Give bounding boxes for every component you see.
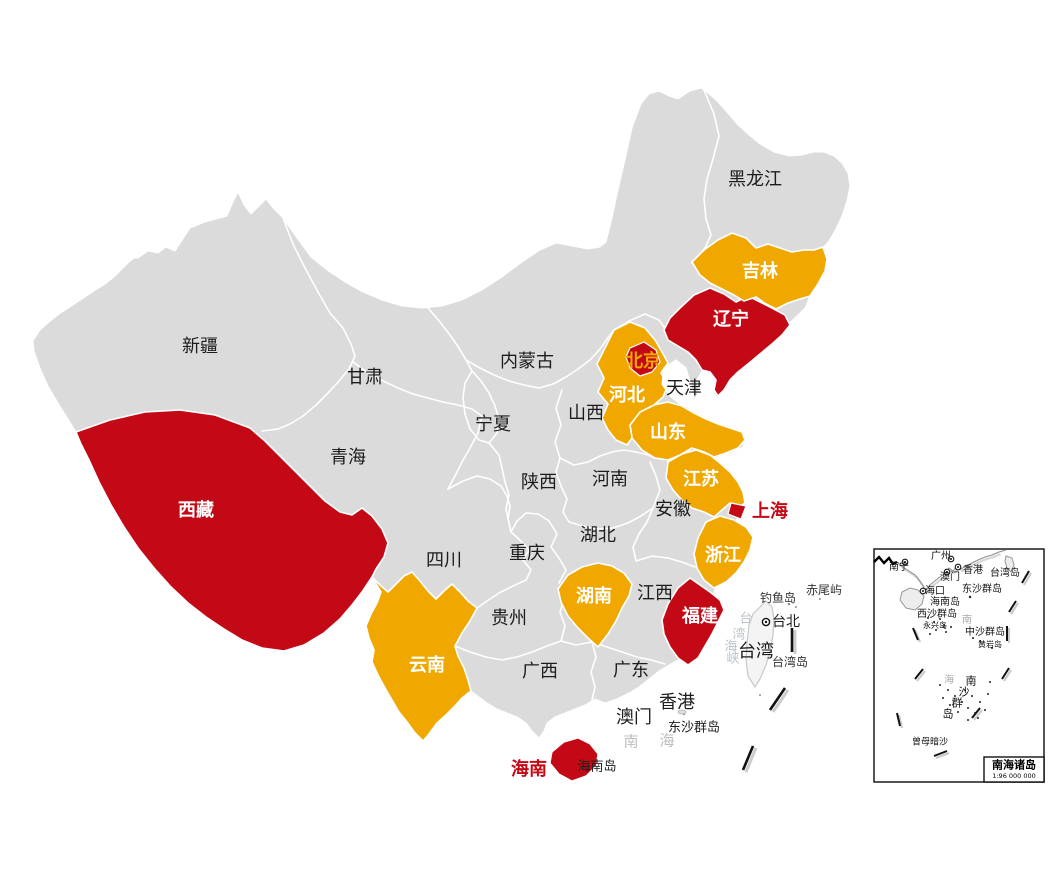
inset-label-yongxingdao: 永兴岛 bbox=[923, 621, 947, 630]
inset-label-zengmuansha: 曾母暗沙 bbox=[911, 737, 949, 748]
label-zhejiang: 浙江 bbox=[705, 545, 741, 566]
label-tianjin: 天津 bbox=[666, 378, 702, 399]
label-qinghai: 青海 bbox=[330, 447, 366, 468]
province-beijing-region[interactable] bbox=[625, 341, 661, 377]
province-liaoning-region[interactable] bbox=[663, 287, 791, 397]
label-heilongjiang: 黑龙江 bbox=[728, 169, 782, 190]
label-beijing: 北京 bbox=[625, 351, 661, 372]
inset-scale: 1:96 000 000 bbox=[992, 771, 1036, 780]
label-dongshaqundao: 东沙群岛 bbox=[667, 720, 721, 736]
label-xianggang: 香港 bbox=[659, 692, 695, 713]
label-xinjiang: 新疆 bbox=[182, 336, 218, 357]
inset-label-dongshaqundao: 东沙群岛 bbox=[962, 584, 1002, 595]
label-taiwan: 台湾 bbox=[738, 641, 774, 662]
taipei-city-marker bbox=[761, 617, 771, 627]
label-jiangsu: 江苏 bbox=[683, 469, 719, 490]
inset-label-nanning: 南宁 bbox=[889, 562, 909, 573]
inset-border-line bbox=[873, 555, 898, 566]
inset-label-guangzhou: 广州 bbox=[931, 551, 951, 562]
label-anhui: 安徽 bbox=[655, 499, 691, 520]
label-gansu: 甘肃 bbox=[347, 367, 383, 388]
province-shandong-region[interactable] bbox=[629, 401, 746, 461]
label-xizang: 西藏 bbox=[178, 500, 214, 521]
south-china-sea-inset bbox=[873, 548, 1045, 783]
inset-island-dots bbox=[927, 595, 993, 721]
label-henan: 河南 bbox=[592, 469, 628, 490]
label-taiwandao: 台湾岛 bbox=[771, 655, 809, 669]
label-strait-char-2: 湾 bbox=[732, 627, 746, 643]
label-jiangxi: 江西 bbox=[637, 583, 673, 604]
label-hubei: 湖北 bbox=[580, 525, 616, 546]
inset-title: 南海诸岛 bbox=[992, 758, 1036, 772]
inset-taiwan-shape bbox=[1004, 555, 1015, 573]
province-zhejiang-region[interactable] bbox=[693, 515, 754, 589]
province-borders bbox=[261, 89, 720, 701]
label-strait-char-1: 台 bbox=[739, 611, 753, 627]
label-yunnan: 云南 bbox=[409, 655, 445, 676]
label-chiweiyu: 赤尾屿 bbox=[805, 583, 843, 597]
inset-label-sea-nan: 南 bbox=[962, 615, 972, 626]
small-islands bbox=[677, 598, 821, 716]
province-shanghai-region[interactable] bbox=[727, 502, 747, 520]
inset-label-nansha-char-3: 群 bbox=[951, 696, 963, 710]
label-strait-char-4: 峡 bbox=[726, 651, 740, 667]
inset-city-markers bbox=[901, 555, 962, 595]
inset-label-nansha-char-2: 沙 bbox=[958, 685, 970, 699]
label-guangdong: 广东 bbox=[613, 660, 649, 681]
label-jilin: 吉林 bbox=[742, 261, 778, 282]
label-hebei: 河北 bbox=[609, 385, 645, 406]
label-chongqing: 重庆 bbox=[509, 543, 545, 564]
inset-label-nansha-char-1: 南 bbox=[965, 674, 977, 688]
label-aomen: 澳门 bbox=[616, 707, 652, 728]
province-fujian-region[interactable] bbox=[661, 577, 725, 666]
label-strait-char-3: 海 bbox=[724, 639, 738, 655]
label-taibei: 台北 bbox=[772, 614, 800, 630]
label-hainan: 海南 bbox=[511, 759, 547, 780]
label-ningxia: 宁夏 bbox=[475, 414, 511, 435]
province-hunan-region[interactable] bbox=[557, 562, 633, 648]
inset-label-hainandao: 海南岛 bbox=[930, 597, 960, 608]
inset-label-haikou: 海口 bbox=[925, 586, 945, 597]
province-yunnan-region[interactable] bbox=[365, 571, 478, 742]
label-shanghai: 上海 bbox=[752, 501, 788, 522]
label-hainandao: 海南岛 bbox=[577, 759, 617, 775]
inset-label-zhongshaqundao: 中沙群岛 bbox=[965, 627, 1005, 638]
province-jilin-region[interactable] bbox=[691, 232, 828, 310]
nine-dash-line-main bbox=[741, 628, 797, 773]
inset-label-huangyandao: 黄岩岛 bbox=[978, 640, 1002, 649]
inset-label-taiwandao: 台湾岛 bbox=[990, 568, 1020, 579]
label-fujian: 福建 bbox=[682, 606, 718, 627]
label-hunan: 湖南 bbox=[576, 586, 612, 607]
inset-label-xianggang: 香港 bbox=[963, 565, 983, 576]
label-sea-hai: 海 bbox=[659, 731, 675, 750]
province-hainan-region[interactable] bbox=[549, 737, 599, 782]
inset-label-nansha-char-4: 岛 bbox=[942, 707, 954, 721]
label-neimenggu: 内蒙古 bbox=[500, 351, 554, 372]
label-shaanxi: 陕西 bbox=[521, 472, 557, 493]
label-shanxi: 山西 bbox=[568, 403, 604, 424]
label-sichuan: 四川 bbox=[426, 550, 462, 571]
label-diaoyudao: 钓鱼岛 bbox=[759, 591, 797, 605]
inset-label-xishaqundao: 西沙群岛 bbox=[917, 609, 957, 620]
inset-title-box bbox=[983, 756, 1045, 783]
inset-hainan-shape bbox=[899, 587, 925, 611]
label-liaoning: 辽宁 bbox=[713, 309, 749, 330]
nine-dash-line-inset bbox=[896, 570, 1032, 760]
province-tianjin-region[interactable] bbox=[661, 359, 695, 409]
label-guizhou: 贵州 bbox=[491, 608, 527, 629]
inset-label-aomen: 澳门 bbox=[940, 572, 960, 583]
inset-label-sea-hai: 海 bbox=[944, 675, 954, 686]
province-xizang-region[interactable] bbox=[75, 409, 389, 652]
label-sea-nan: 南 bbox=[623, 732, 639, 751]
label-shandong: 山东 bbox=[650, 422, 686, 443]
label-guangxi: 广西 bbox=[522, 661, 558, 682]
